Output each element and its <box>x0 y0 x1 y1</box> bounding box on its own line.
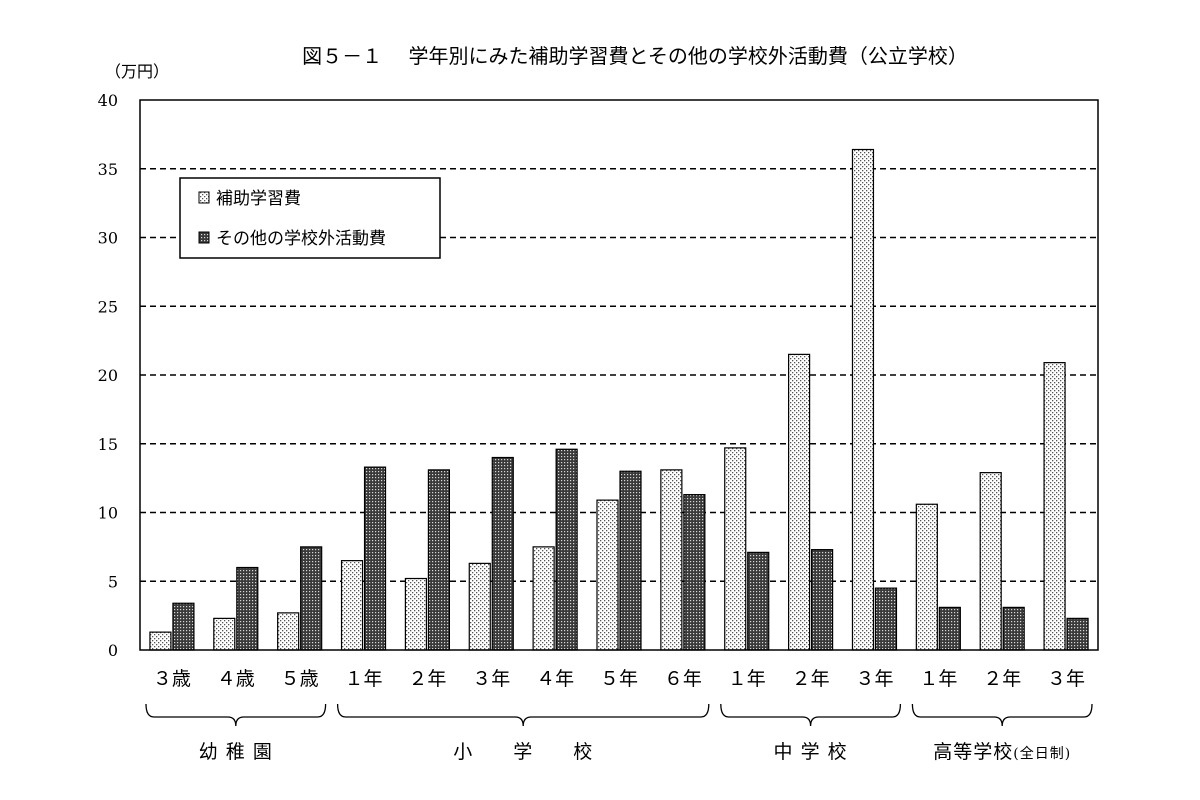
y-tick-label-15: 15 <box>98 435 118 454</box>
y-tick-label-40: 40 <box>98 91 118 110</box>
group-label-3: 中 学 校 <box>774 741 848 763</box>
x-tick-label-11: ２年 <box>792 668 830 690</box>
group-bracket-2 <box>336 703 710 727</box>
x-tick-label-10: １年 <box>728 668 766 690</box>
x-tick-label-6: ３年 <box>472 668 510 690</box>
x-tick-label-7: ４年 <box>536 668 574 690</box>
legend-box <box>179 177 441 259</box>
x-tick-label-12: ３年 <box>855 668 893 690</box>
legend-swatch-supplementary <box>198 191 210 204</box>
x-tick-label-14: ２年 <box>983 668 1021 690</box>
bar-other-14 <box>1002 606 1025 651</box>
bar-other-7 <box>555 448 578 651</box>
x-tick-label-2: ４歳 <box>217 668 255 690</box>
bar-supplementary-3 <box>277 612 300 651</box>
bar-other-5 <box>427 469 450 651</box>
x-tick-label-4: １年 <box>345 668 383 690</box>
group-bracket-4 <box>911 703 1093 727</box>
bar-other-13 <box>938 606 961 651</box>
y-tick-label-30: 30 <box>98 229 118 248</box>
bar-supplementary-4 <box>340 560 364 651</box>
y-tick-label-5: 5 <box>108 572 118 591</box>
bar-other-15 <box>1066 617 1089 651</box>
bar-other-2 <box>236 566 259 651</box>
bar-supplementary-7 <box>532 546 555 651</box>
bar-supplementary-9 <box>660 469 683 651</box>
legend-label-other: その他の学校外活動費 <box>216 229 386 249</box>
bar-supplementary-1 <box>149 631 172 651</box>
y-tick-label-10: 10 <box>98 504 118 523</box>
y-unit-label: （万円） <box>105 62 169 81</box>
bar-other-6 <box>491 456 514 651</box>
bars <box>149 148 1089 651</box>
group-label-4: 高等学校(全日制) <box>933 741 1071 763</box>
group-bracket-3 <box>720 703 902 727</box>
y-axis-ticks: 0 5 10 15 20 25 30 35 40 <box>98 91 118 660</box>
bar-supplementary-11 <box>787 353 811 651</box>
group-brackets: 幼 稚 園 小 学 校 中 学 校 高等学校(全日制) <box>145 703 1093 763</box>
legend-label-supplementary: 補助学習費 <box>216 189 301 209</box>
bar-supplementary-15 <box>1043 362 1066 651</box>
x-tick-label-1: ３歳 <box>153 668 191 690</box>
bar-other-4 <box>363 466 387 651</box>
bar-other-12 <box>874 587 898 651</box>
y-tick-label-0: 0 <box>108 641 118 660</box>
x-tick-label-15: ３年 <box>1047 668 1085 690</box>
x-tick-label-3: ５歳 <box>281 668 319 690</box>
legend: 補助学習費 その他の学校外活動費 <box>179 177 441 259</box>
y-tick-label-20: 20 <box>98 366 118 385</box>
y-tick-label-25: 25 <box>98 297 118 316</box>
bar-other-8 <box>619 470 642 651</box>
y-tick-label-35: 35 <box>98 160 118 179</box>
bar-other-9 <box>683 494 706 651</box>
bar-supplementary-2 <box>213 617 236 651</box>
bar-supplementary-8 <box>596 499 619 651</box>
x-axis-labels: ３歳 ４歳 ５歳 １年 ２年 ３年 ４年 ５年 ６年 １年 ２年 ３年 １年 ２年 ３年 <box>153 668 1085 690</box>
group-bracket-1 <box>145 703 327 727</box>
plot-frame <box>139 99 1099 651</box>
legend-swatch-other <box>198 231 210 244</box>
x-tick-label-8: ５年 <box>600 668 638 690</box>
group-label-1: 幼 稚 園 <box>199 741 273 763</box>
bar-supplementary-14 <box>979 472 1002 651</box>
bar-supplementary-6 <box>468 562 491 651</box>
x-tick-label-5: ２年 <box>408 668 446 690</box>
bar-supplementary-5 <box>404 577 427 651</box>
bar-supplementary-12 <box>851 148 875 651</box>
x-tick-label-13: １年 <box>919 668 957 690</box>
chart-title: 図５－１ 学年別にみた補助学習費とその他の学校外活動費（公立学校） <box>302 44 968 68</box>
bar-other-3 <box>300 546 323 651</box>
bar-supplementary-10 <box>724 447 747 651</box>
group-label-2: 小 学 校 <box>453 741 593 763</box>
x-tick-label-9: ６年 <box>664 668 702 690</box>
bar-supplementary-13 <box>915 503 938 651</box>
bar-other-1 <box>172 602 195 651</box>
bar-other-10 <box>747 551 770 651</box>
bar-other-11 <box>810 549 834 651</box>
